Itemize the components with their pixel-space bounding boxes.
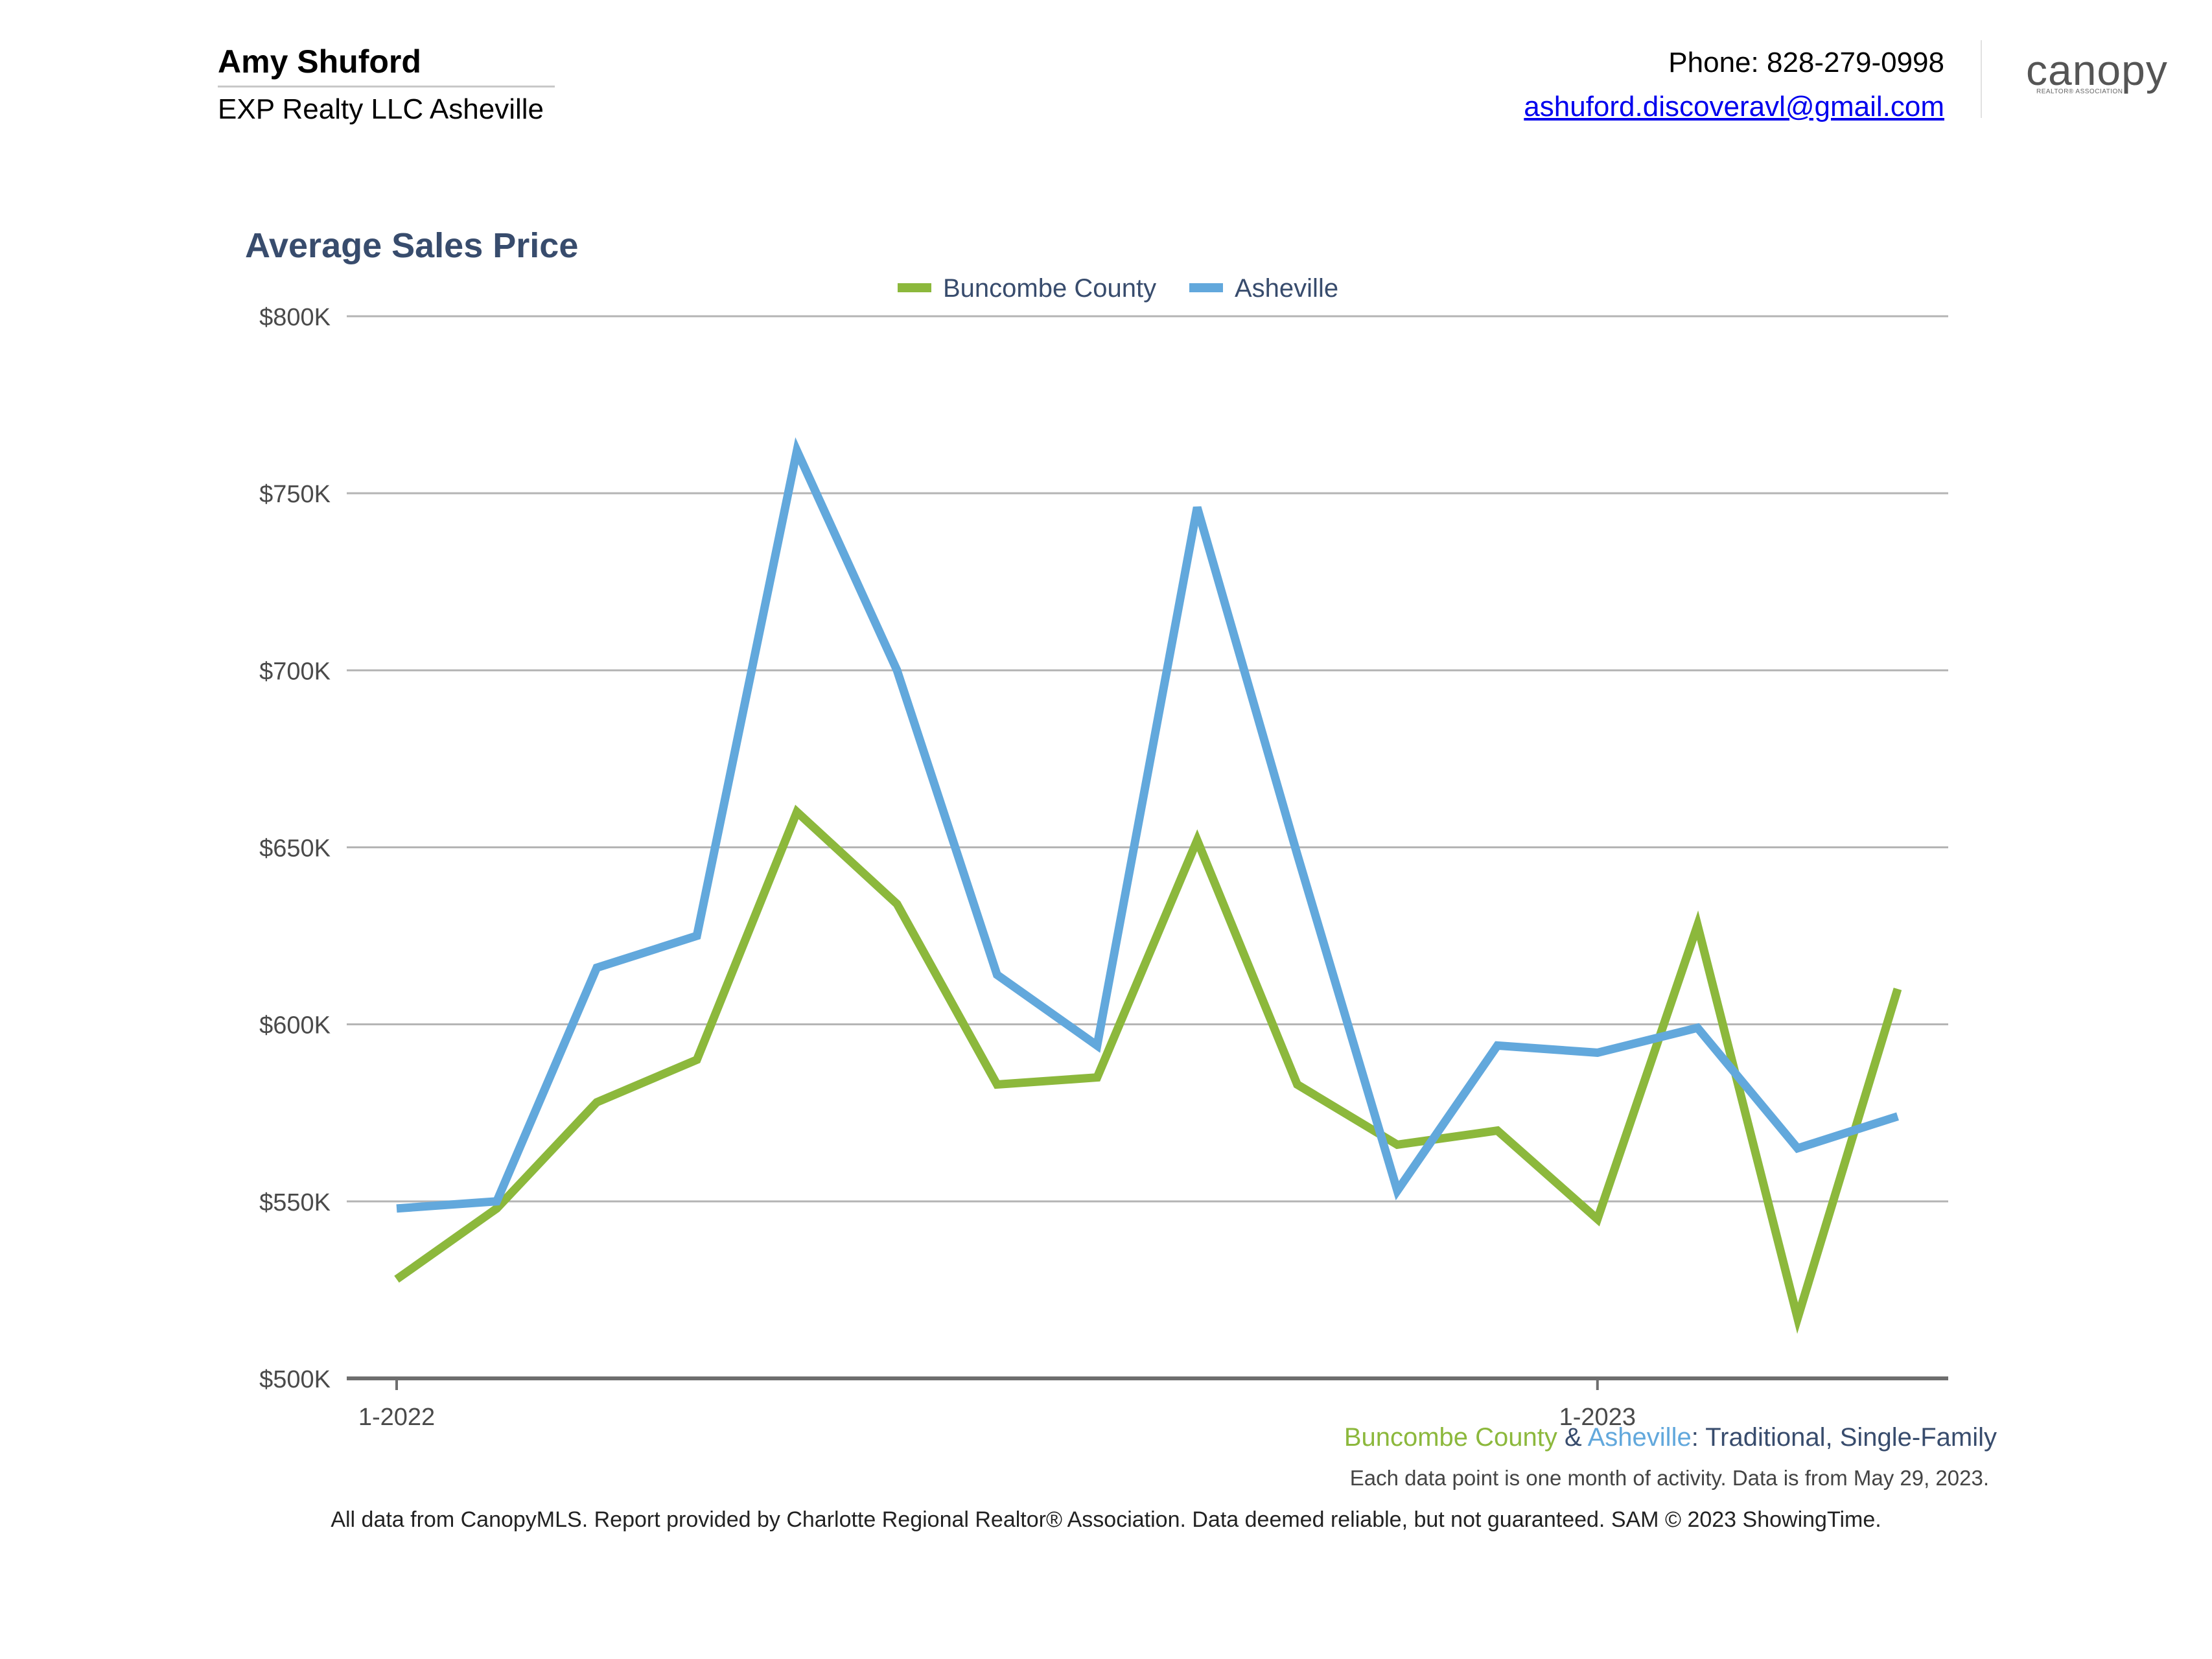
agent-company: EXP Realty LLC Asheville bbox=[218, 93, 544, 125]
x-tick-label: 1-2023 bbox=[1559, 1404, 1636, 1431]
canopy-logo-subtext: REALTOR® ASSOCIATION bbox=[2036, 88, 2123, 95]
series-line-asheville bbox=[396, 437, 1899, 1213]
header-divider bbox=[1981, 40, 1982, 118]
x-tick-label: 1-2022 bbox=[358, 1404, 435, 1431]
y-tick-label: $500K bbox=[259, 1366, 331, 1393]
chart-title: Average Sales Price bbox=[245, 226, 579, 265]
footer-note: Each data point is one month of activity… bbox=[1349, 1466, 1989, 1490]
y-tick-label: $650K bbox=[259, 835, 331, 863]
legend-swatch-asheville bbox=[1189, 283, 1223, 292]
footer-legend-asheville: Asheville bbox=[1587, 1423, 1692, 1452]
contact-block: Phone: 828-279-0998 ashuford.discoveravl… bbox=[1524, 47, 1944, 123]
grid-layer bbox=[347, 315, 1948, 1203]
y-tick-label: $550K bbox=[259, 1189, 331, 1216]
y-tick-label: $800K bbox=[259, 304, 331, 331]
y-tick-label: $750K bbox=[259, 481, 331, 508]
agent-phone: Phone: 828-279-0998 bbox=[1668, 47, 1944, 78]
footer-legend: Buncombe County & Asheville: Traditional… bbox=[1344, 1423, 1997, 1452]
y-tick-label: $600K bbox=[259, 1012, 331, 1039]
legend-label-buncombe-county: Buncombe County bbox=[943, 274, 1156, 303]
footer-legend-buncombe: Buncombe County bbox=[1344, 1423, 1557, 1452]
legend-label-asheville: Asheville bbox=[1235, 274, 1338, 303]
agent-name-divider bbox=[218, 86, 555, 87]
series-line-buncombe-county bbox=[394, 804, 1902, 1334]
canopy-logo: canopy REALTOR® ASSOCIATION bbox=[2022, 45, 2168, 110]
canopy-logo-text: canopy bbox=[2026, 46, 2168, 94]
agent-name: Amy Shuford bbox=[218, 43, 421, 80]
footer-legend-amp: & bbox=[1565, 1423, 1582, 1452]
legend-swatch-buncombe-county bbox=[898, 283, 931, 292]
series-layer bbox=[394, 437, 1902, 1334]
agent-email-link[interactable]: ashuford.discoveravl@gmail.com bbox=[1524, 91, 1944, 122]
axis-layer: $500K $550K $600K $650K $700K $750K $800K 1-202… bbox=[259, 304, 1948, 1431]
footer-legend-rest: : Traditional, Single-Family bbox=[1691, 1423, 1997, 1452]
legend-layer: Buncombe County Asheville bbox=[898, 274, 1338, 303]
disclaimer: All data from CanopyMLS. Report provided… bbox=[331, 1507, 1881, 1532]
y-tick-label: $700K bbox=[259, 658, 331, 685]
